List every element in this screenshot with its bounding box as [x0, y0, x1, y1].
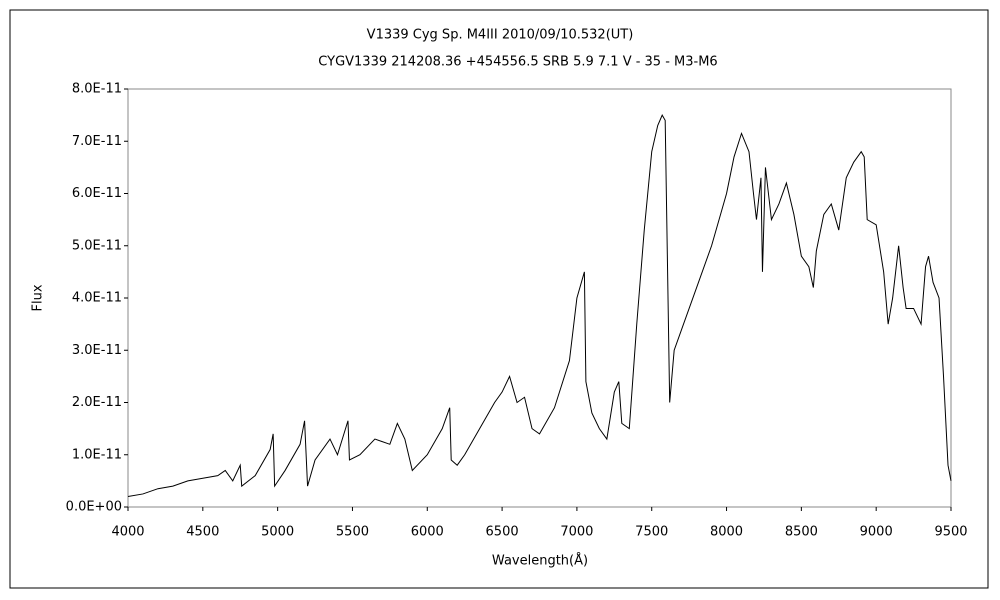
spectrum-line — [127, 114, 952, 498]
x-axis-label: Wavelength(Å) — [492, 553, 588, 569]
x-tick-label: 9500 — [934, 525, 967, 540]
y-tick-label: 2.0E-11 — [72, 395, 122, 410]
x-tick-label: 5500 — [336, 525, 369, 540]
x-tick-label: 7500 — [635, 525, 668, 540]
x-tick-label: 4500 — [186, 525, 219, 540]
y-axis-label: Flux — [31, 284, 46, 311]
x-tick-label: 6500 — [486, 525, 519, 540]
x-tick-label: 4000 — [111, 525, 144, 540]
x-tick-label: 8000 — [710, 525, 743, 540]
chart-subtitle: CYGV1339 214208.36 +454556.5 SRB 5.9 7.1… — [318, 55, 717, 70]
x-tick-label: 7000 — [560, 525, 593, 540]
y-tick-label: 3.0E-11 — [72, 343, 122, 358]
y-tick-label: 4.0E-11 — [72, 291, 122, 306]
y-tick-label: 1.0E-11 — [72, 447, 122, 462]
y-tick-label: 6.0E-11 — [72, 186, 122, 201]
x-tick-label: 5000 — [261, 525, 294, 540]
x-tick-label: 8500 — [785, 525, 818, 540]
chart-frame — [9, 9, 989, 589]
chart-title: V1339 Cyg Sp. M4III 2010/09/10.532(UT) — [367, 28, 634, 43]
y-tick-label: 5.0E-11 — [72, 238, 122, 253]
y-tick-label: 7.0E-11 — [72, 134, 122, 149]
y-tick-label: 0.0E+00 — [66, 500, 122, 515]
y-tick-label: 8.0E-11 — [72, 82, 122, 97]
x-tick-label: 9000 — [860, 525, 893, 540]
x-tick-label: 6000 — [411, 525, 444, 540]
